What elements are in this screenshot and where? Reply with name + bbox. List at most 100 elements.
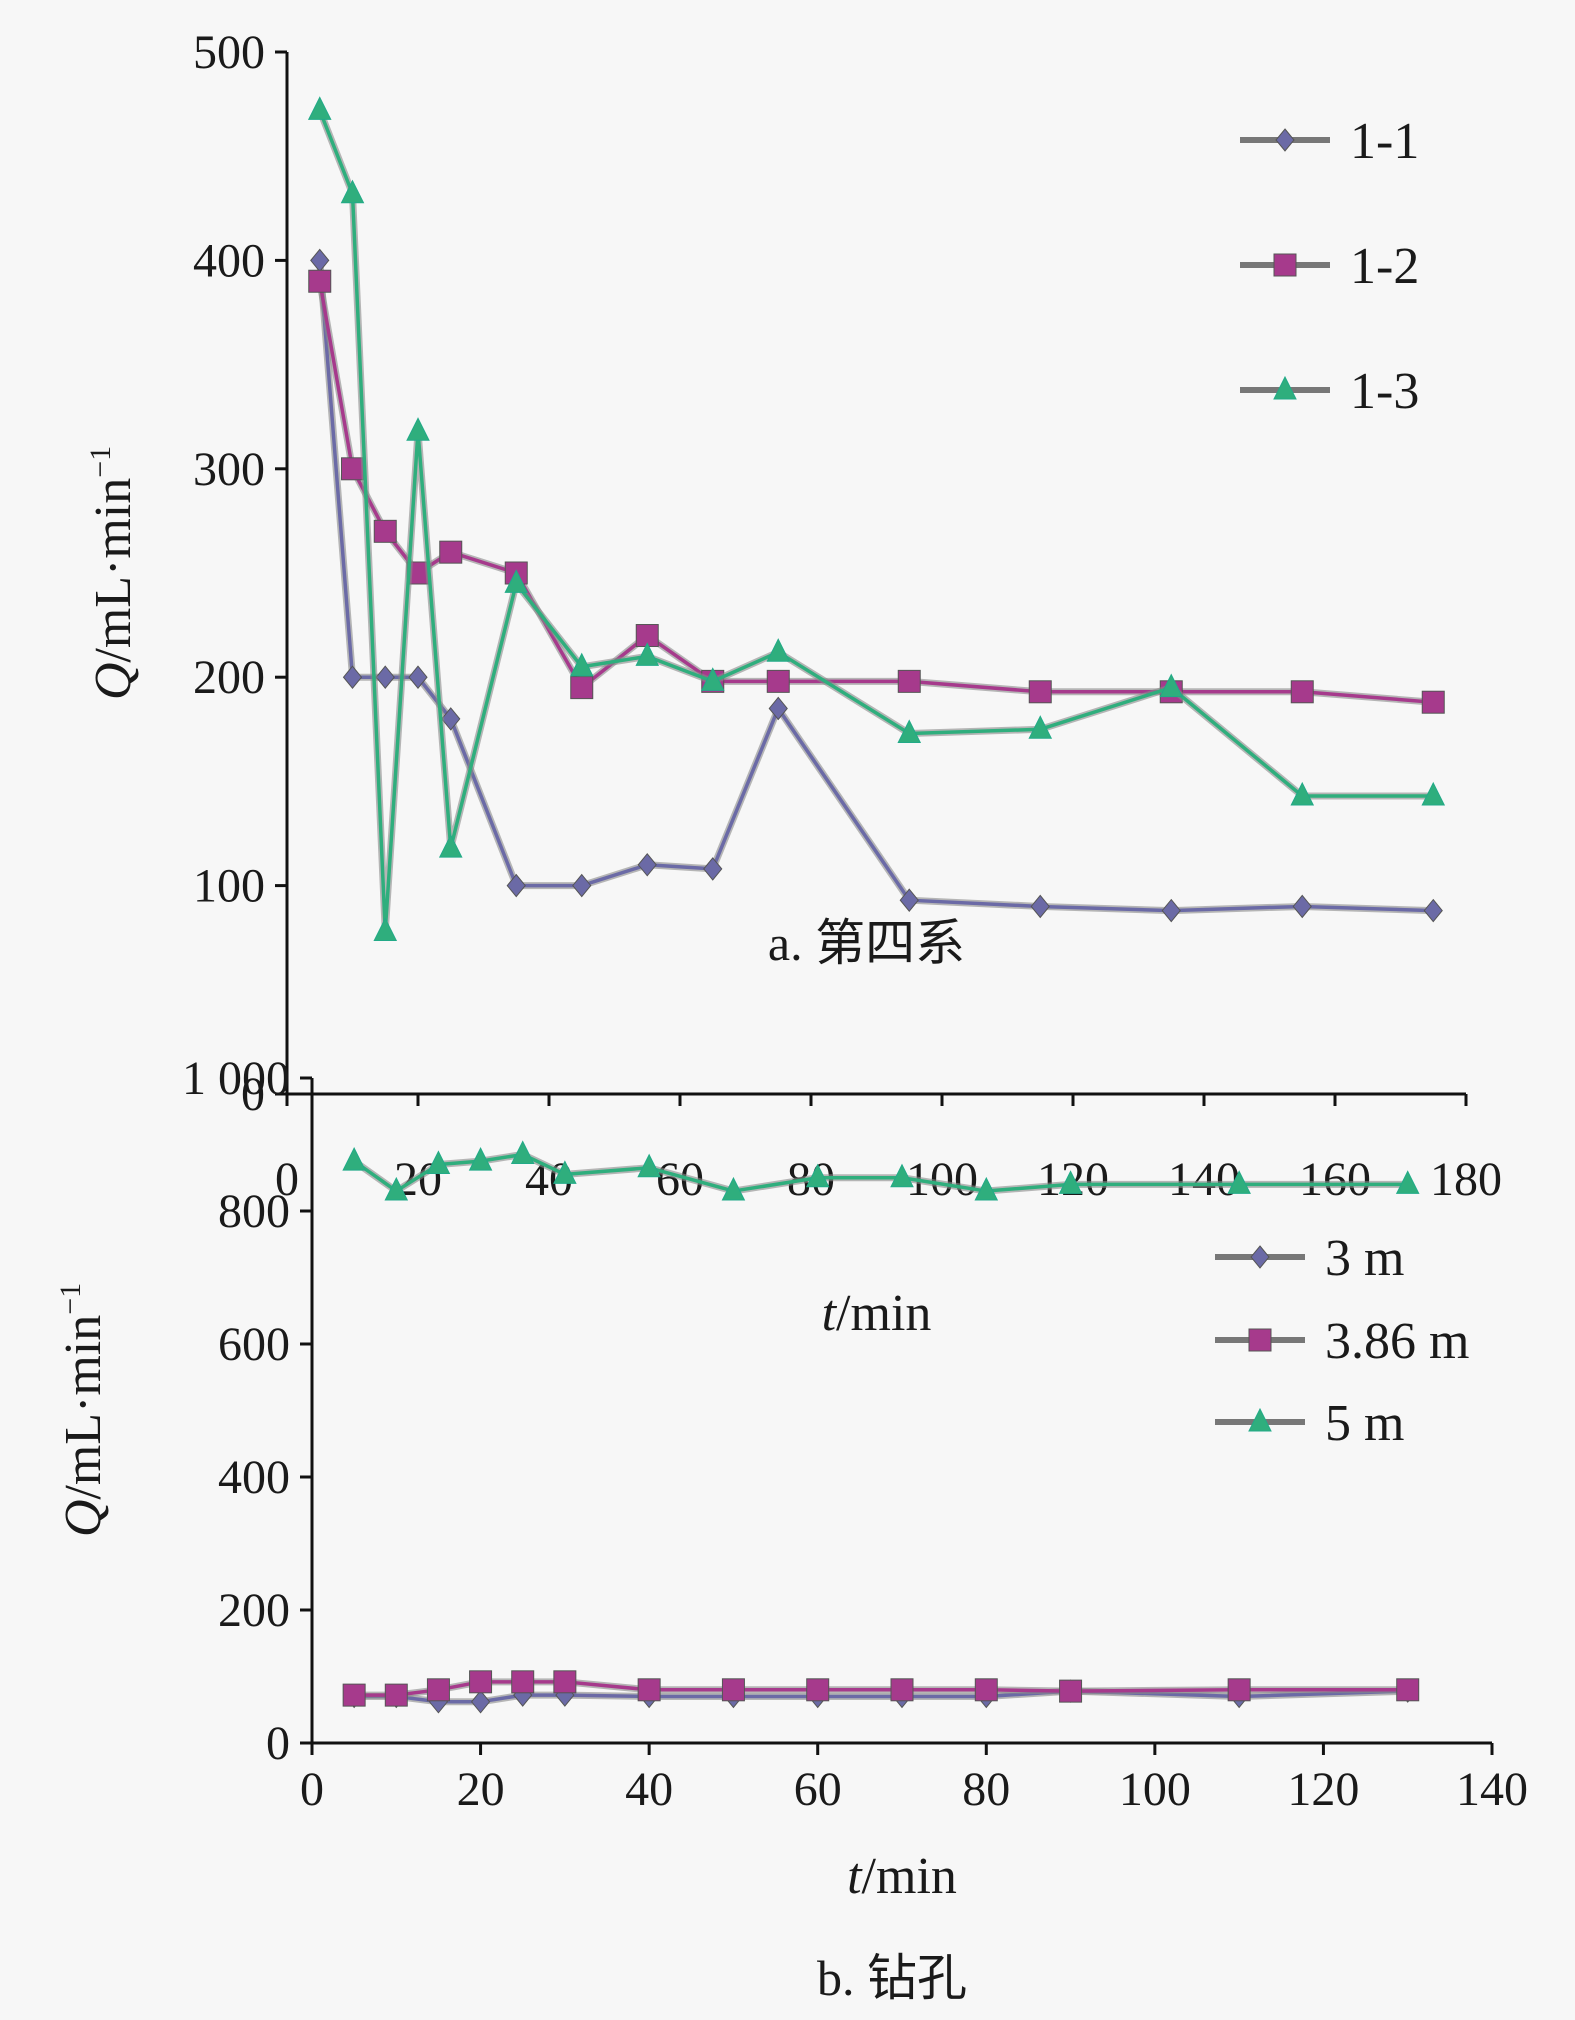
data-point bbox=[1227, 1678, 1251, 1702]
data-point bbox=[766, 638, 791, 662]
y-tick-label: 500 bbox=[193, 26, 265, 79]
data-point bbox=[721, 1678, 745, 1702]
data-point bbox=[806, 1678, 830, 1702]
data-point bbox=[373, 519, 397, 543]
data-point bbox=[572, 873, 592, 898]
data-point bbox=[307, 96, 332, 120]
legend-item: 1-2 bbox=[1240, 238, 1419, 295]
data-point bbox=[340, 179, 365, 204]
x-tick-label: 0 bbox=[300, 1763, 324, 1816]
data-point bbox=[1030, 894, 1050, 919]
x-axis-title-unit: /min bbox=[836, 1285, 931, 1342]
data-point bbox=[1290, 680, 1314, 704]
y-axis-title-unit: /mL·min bbox=[85, 478, 142, 663]
data-point bbox=[1292, 894, 1312, 919]
data-point bbox=[510, 1140, 535, 1164]
series-5-m bbox=[342, 1140, 1420, 1201]
data-point bbox=[342, 1683, 366, 1707]
legend-marker bbox=[1248, 1407, 1272, 1432]
y-tick-label: 200 bbox=[218, 1584, 290, 1637]
data-point bbox=[1161, 898, 1181, 923]
data-point bbox=[439, 540, 463, 564]
data-point bbox=[408, 665, 428, 689]
legend: 1-1 1-2 1-3 bbox=[1240, 113, 1419, 420]
data-point bbox=[1423, 898, 1443, 923]
y-tick-label: 800 bbox=[218, 1185, 290, 1238]
data-point bbox=[974, 1176, 999, 1201]
data-point bbox=[1227, 1170, 1251, 1194]
legend-marker bbox=[1250, 1245, 1270, 1269]
data-point bbox=[805, 1163, 830, 1188]
series-line bbox=[318, 280, 1434, 704]
data-point bbox=[899, 888, 919, 912]
y-tick-label: 400 bbox=[218, 1451, 290, 1504]
x-tick-label: 120 bbox=[1287, 1763, 1359, 1816]
data-point bbox=[1395, 1170, 1420, 1194]
x-tick-label: 140 bbox=[1456, 1763, 1528, 1816]
x-axis-title-var: t bbox=[822, 1285, 838, 1342]
data-point bbox=[438, 833, 463, 858]
data-point bbox=[766, 669, 790, 693]
y-axis-title-sup: −1 bbox=[54, 1283, 87, 1315]
data-point bbox=[504, 569, 529, 593]
data-point bbox=[570, 676, 594, 700]
y-tick-label: 200 bbox=[193, 651, 265, 704]
data-point bbox=[553, 1670, 577, 1694]
data-point bbox=[341, 457, 364, 481]
series-1-2 bbox=[308, 269, 1445, 714]
data-point bbox=[310, 248, 330, 273]
chart-caption: a. 第四系 bbox=[768, 915, 965, 971]
legend-label: 3.86 m bbox=[1325, 1313, 1469, 1370]
series-line bbox=[353, 1152, 1408, 1193]
data-point bbox=[897, 669, 921, 693]
data-point bbox=[890, 1163, 914, 1188]
x-tick-label: 140 bbox=[1168, 1153, 1240, 1206]
y-tick-label: 0 bbox=[266, 1717, 290, 1770]
chart-a: 0204060801001201401601800100200300400500… bbox=[84, 26, 1502, 1342]
y-axis-title: Q/mL·min−1 bbox=[54, 1283, 112, 1537]
data-point bbox=[470, 1689, 491, 1714]
x-axis-title-unit: /min bbox=[862, 1848, 957, 1905]
data-point bbox=[426, 1678, 450, 1702]
legend-marker bbox=[1273, 375, 1297, 400]
data-point bbox=[890, 1678, 914, 1702]
data-point bbox=[384, 1683, 408, 1707]
y-axis-title-sup: −1 bbox=[84, 446, 117, 478]
data-point bbox=[1059, 1679, 1083, 1703]
legend-item: 3 m bbox=[1215, 1230, 1404, 1287]
series-1-3 bbox=[307, 96, 1446, 941]
data-point bbox=[768, 696, 788, 721]
data-point bbox=[897, 719, 922, 743]
data-point bbox=[469, 1670, 493, 1694]
data-point bbox=[308, 269, 332, 293]
x-tick-label: 180 bbox=[1430, 1153, 1502, 1206]
y-tick-label: 300 bbox=[193, 443, 265, 496]
series-line bbox=[318, 260, 1434, 913]
data-point bbox=[426, 1150, 451, 1174]
data-point bbox=[700, 667, 725, 691]
series-1-1 bbox=[310, 248, 1443, 923]
legend-label: 1-2 bbox=[1350, 238, 1419, 295]
data-point bbox=[1159, 673, 1184, 698]
y-tick-label: 100 bbox=[193, 860, 265, 913]
legend-item: 1-1 bbox=[1240, 113, 1419, 170]
data-point bbox=[373, 917, 398, 941]
data-point bbox=[703, 857, 723, 881]
data-point bbox=[342, 1147, 366, 1171]
data-point bbox=[384, 1176, 409, 1201]
data-point bbox=[974, 1678, 998, 1702]
legend: 3 m 3.86 m 5 m bbox=[1215, 1230, 1469, 1452]
legend-marker bbox=[1275, 128, 1295, 152]
y-tick-label: 0 bbox=[241, 1068, 265, 1121]
data-point bbox=[506, 873, 526, 898]
y-tick-label: 600 bbox=[218, 1318, 290, 1371]
x-tick-label: 0 bbox=[275, 1153, 299, 1206]
x-tick-label: 80 bbox=[962, 1763, 1010, 1816]
y-axis-title: Q/mL·min−1 bbox=[84, 446, 142, 700]
series-3-86-m bbox=[342, 1670, 1420, 1707]
data-point bbox=[1028, 680, 1052, 704]
data-point bbox=[342, 665, 363, 689]
data-point bbox=[569, 652, 594, 677]
y-axis-title-var: Q bbox=[55, 1500, 112, 1538]
